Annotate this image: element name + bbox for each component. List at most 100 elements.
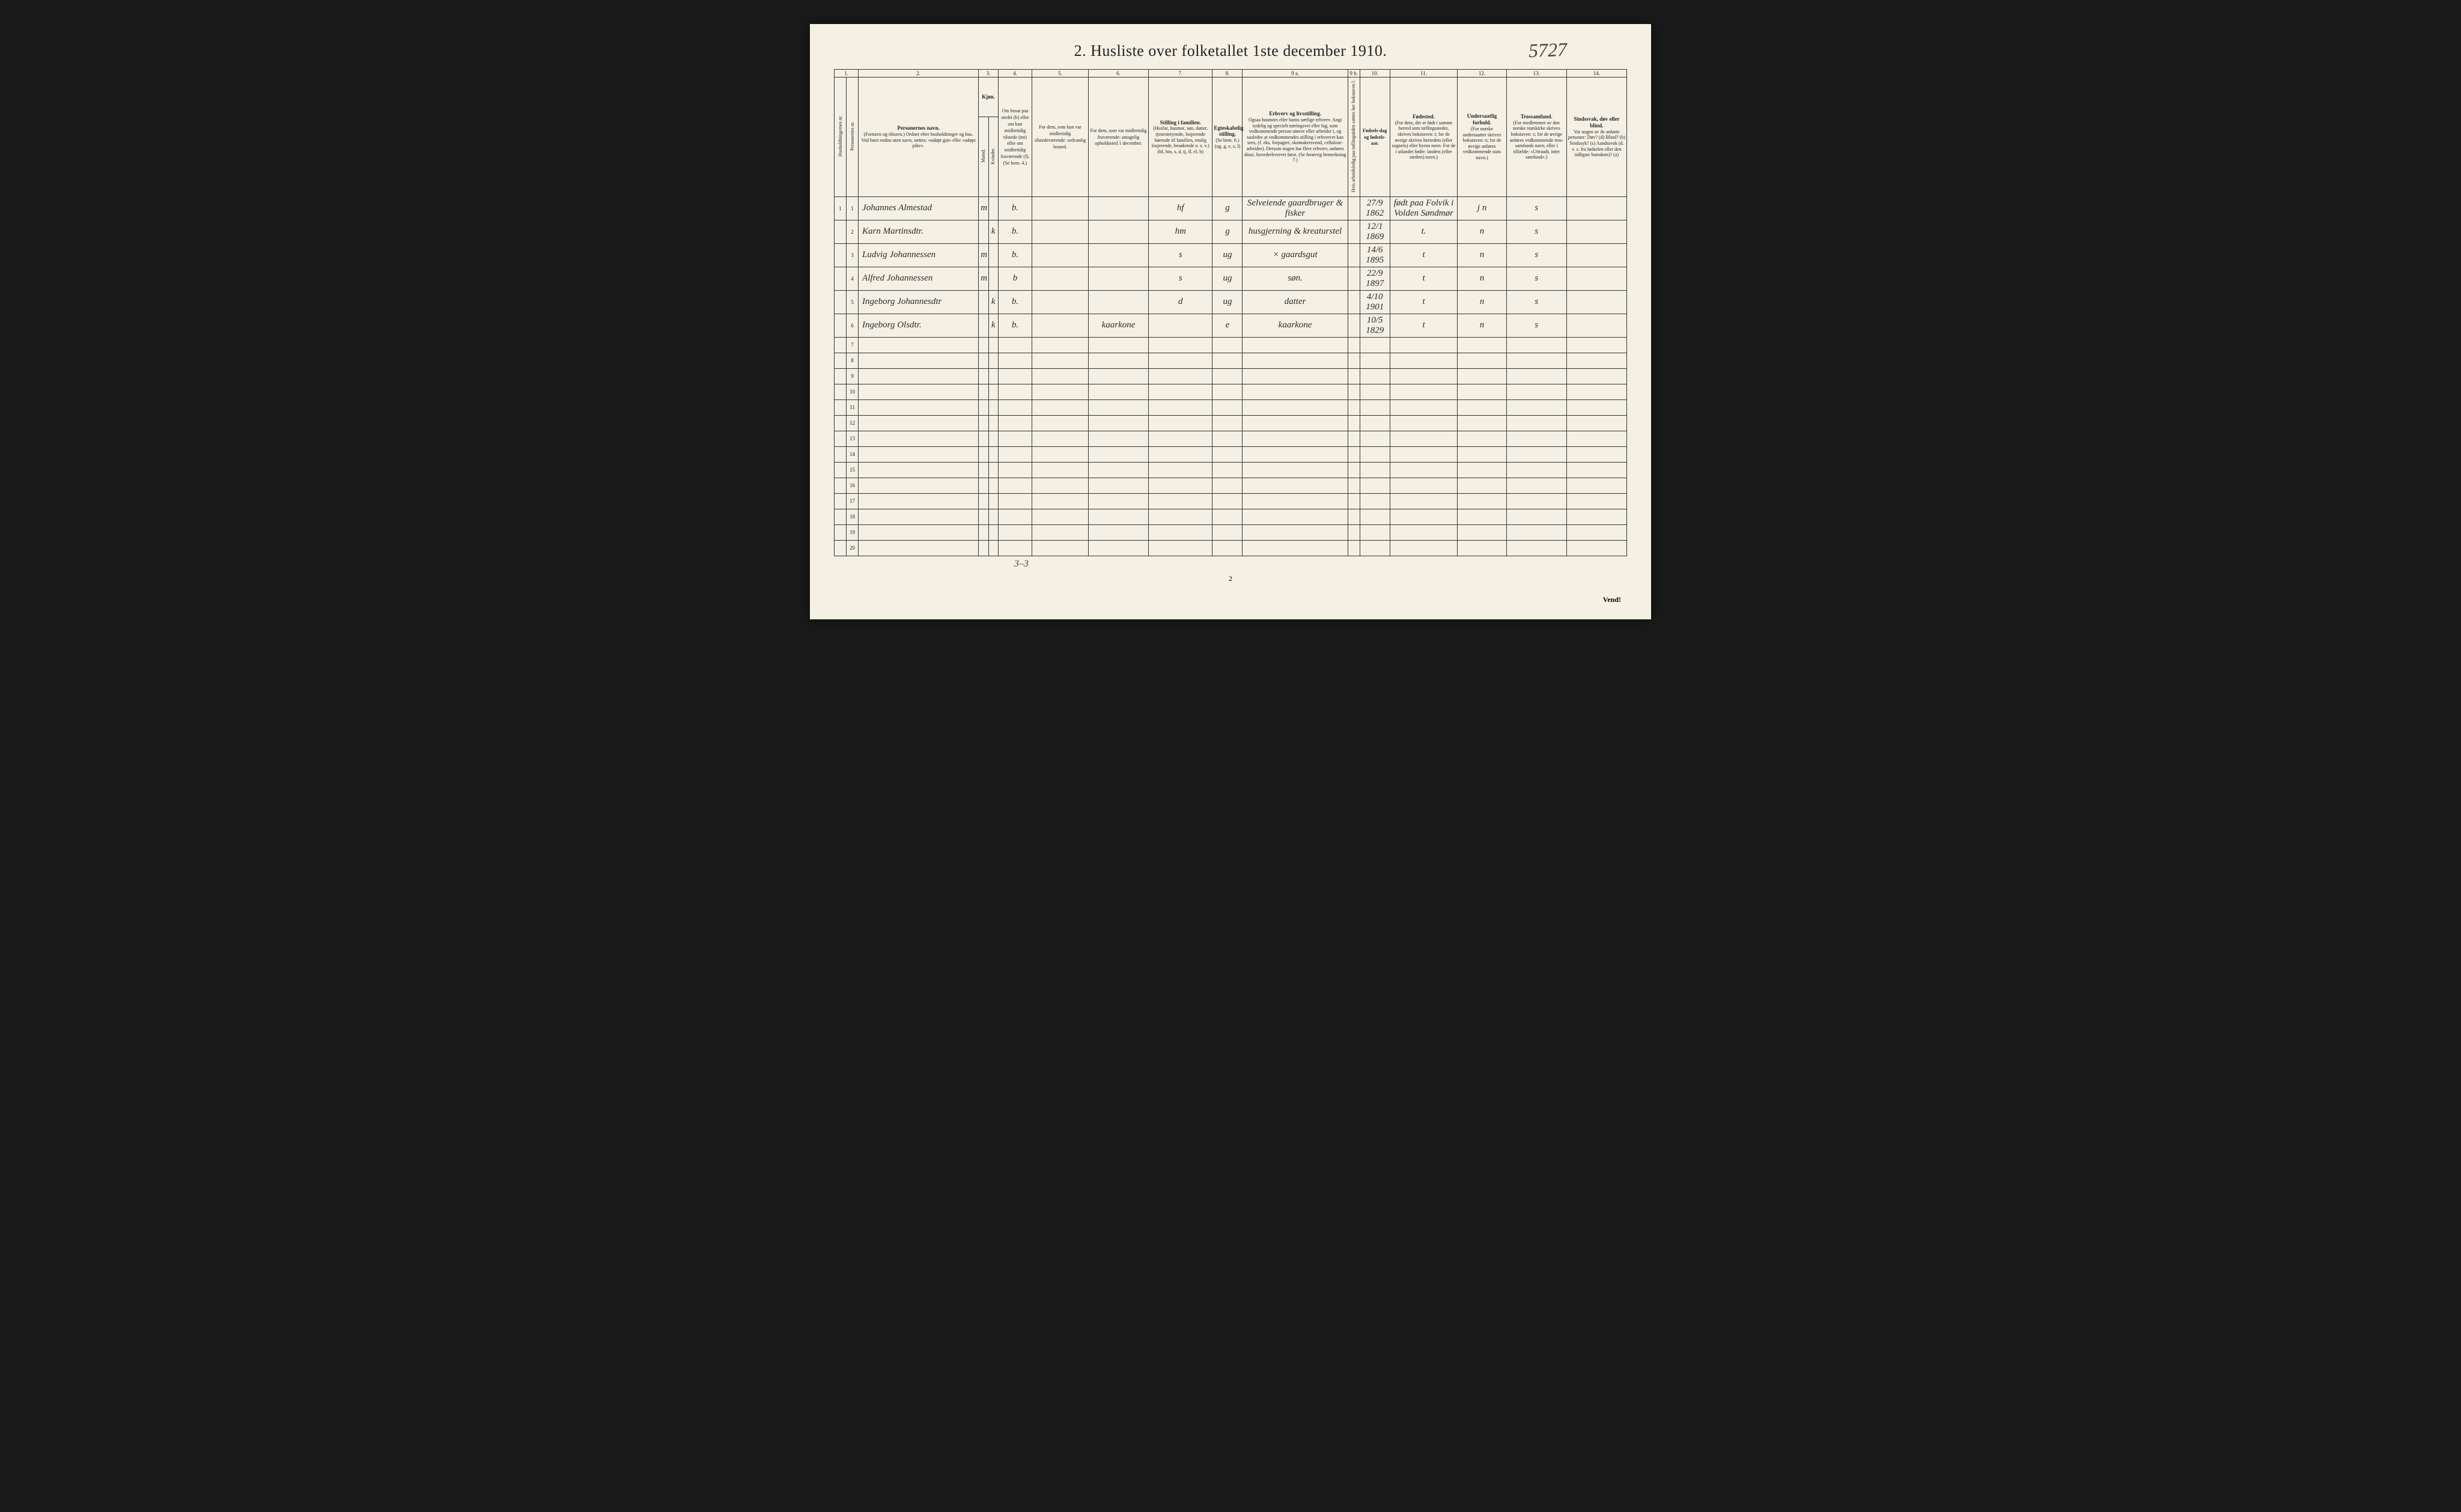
cell-fam: [1149, 415, 1212, 431]
cell-c6: [1088, 353, 1148, 368]
cell-k: [988, 431, 998, 446]
cell-k: [988, 337, 998, 353]
cell-hh: [835, 415, 847, 431]
cell-c14: [1566, 384, 1626, 399]
col-num: 5.: [1032, 70, 1089, 77]
col-num: 7.: [1149, 70, 1212, 77]
cell-fam: [1149, 509, 1212, 524]
col-num: 12.: [1458, 70, 1506, 77]
cell-name: [859, 384, 979, 399]
cell-tros: [1506, 446, 1566, 462]
census-table: 1.2.3.4.5.6.7.8.9 a.9 b.10.11.12.13.14. …: [834, 69, 1627, 556]
page-number-bottom: 2: [834, 574, 1627, 583]
table-row: 4Alfred Johannessenmbsugsøn.22/9 1897tns: [835, 267, 1627, 290]
cell-m: [979, 524, 988, 540]
cell-c6: [1088, 431, 1148, 446]
cell-c14: [1566, 267, 1626, 290]
cell-dob: [1360, 493, 1390, 509]
cell-c14: [1566, 524, 1626, 540]
cell-dob: [1360, 353, 1390, 368]
cell-c5: [1032, 196, 1089, 220]
cell-c14: [1566, 399, 1626, 415]
cell-tros: [1506, 493, 1566, 509]
cell-pn: 3: [847, 243, 859, 267]
cell-bosat: [998, 478, 1032, 493]
cell-hh: [835, 353, 847, 368]
cell-fodested: [1390, 415, 1458, 431]
cell-egte: [1212, 540, 1243, 556]
cell-c5: [1032, 243, 1089, 267]
cell-dob: [1360, 540, 1390, 556]
cell-pn: 4: [847, 267, 859, 290]
cell-pn: 18: [847, 509, 859, 524]
cell-l: [1348, 509, 1360, 524]
cell-c14: [1566, 540, 1626, 556]
cell-name: [859, 337, 979, 353]
col-num: 2.: [859, 70, 979, 77]
cell-dob: [1360, 446, 1390, 462]
cell-fodested: [1390, 353, 1458, 368]
hdr-navn: Personernes navn. (Fornavn og tilnavn.) …: [859, 77, 979, 197]
cell-c14: [1566, 368, 1626, 384]
cell-l: [1348, 290, 1360, 314]
cell-egte: [1212, 493, 1243, 509]
cell-hh: [835, 462, 847, 478]
cell-under: n: [1458, 314, 1506, 337]
cell-hh: [835, 220, 847, 243]
cell-k: k: [988, 290, 998, 314]
cell-fam: [1149, 540, 1212, 556]
hdr-kjon: Kjøn.: [979, 77, 999, 117]
cell-l: [1348, 267, 1360, 290]
cell-c14: [1566, 446, 1626, 462]
cell-under: [1458, 493, 1506, 509]
cell-fodested: [1390, 399, 1458, 415]
cell-erhverv: × gaardsgut: [1243, 243, 1348, 267]
cell-dob: [1360, 478, 1390, 493]
cell-l: [1348, 431, 1360, 446]
cell-under: [1458, 540, 1506, 556]
cell-egte: [1212, 415, 1243, 431]
cell-fam: [1149, 462, 1212, 478]
cell-fam: [1149, 368, 1212, 384]
cell-under: n: [1458, 267, 1506, 290]
handwritten-corner-number: 5727: [1528, 38, 1567, 62]
cell-bosat: b: [998, 267, 1032, 290]
cell-fodested: t.: [1390, 220, 1458, 243]
cell-k: [988, 493, 998, 509]
cell-erhverv: [1243, 540, 1348, 556]
cell-erhverv: datter: [1243, 290, 1348, 314]
col-num: 6.: [1088, 70, 1148, 77]
cell-l: [1348, 524, 1360, 540]
cell-name: [859, 446, 979, 462]
cell-k: [988, 540, 998, 556]
cell-c14: [1566, 337, 1626, 353]
cell-erhverv: [1243, 415, 1348, 431]
cell-c5: [1032, 399, 1089, 415]
table-row: 6Ingeborg Olsdtr.kb.kaarkoneekaarkone10/…: [835, 314, 1627, 337]
vend-text: Vend!: [1603, 595, 1621, 604]
cell-fam: [1149, 353, 1212, 368]
cell-tros: s: [1506, 220, 1566, 243]
cell-hh: [835, 267, 847, 290]
cell-c5: [1032, 220, 1089, 243]
cell-m: [979, 368, 988, 384]
cell-tros: [1506, 368, 1566, 384]
cell-k: [988, 368, 998, 384]
cell-fodested: [1390, 431, 1458, 446]
cell-egte: [1212, 368, 1243, 384]
cell-c6: [1088, 399, 1148, 415]
cell-dob: 10/5 1829: [1360, 314, 1390, 337]
hdr-sindssvak: Sindssvak, døv eller blind. Var nogen av…: [1566, 77, 1626, 197]
cell-dob: [1360, 337, 1390, 353]
cell-under: [1458, 462, 1506, 478]
cell-name: [859, 431, 979, 446]
cell-c5: [1032, 314, 1089, 337]
cell-name: [859, 509, 979, 524]
cell-k: [988, 384, 998, 399]
cell-fodested: [1390, 493, 1458, 509]
title-row: 2. Husliste over folketallet 1ste decemb…: [834, 42, 1627, 60]
cell-under: [1458, 509, 1506, 524]
cell-k: [988, 399, 998, 415]
cell-bosat: [998, 462, 1032, 478]
hdr-bosat: Om bosat paa stedet (b) eller om kun mid…: [998, 77, 1032, 197]
